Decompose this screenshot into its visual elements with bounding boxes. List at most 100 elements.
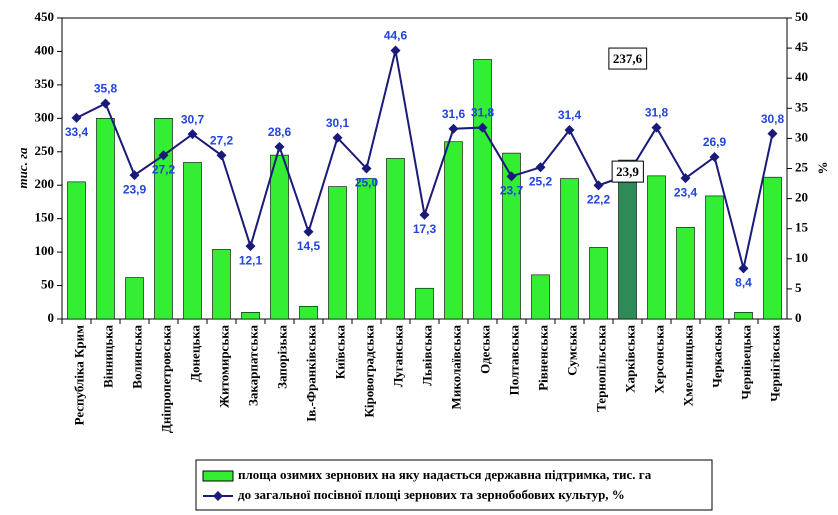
bar [270, 154, 289, 320]
x-tick-label: Черкаська [709, 325, 724, 388]
y2-tick-label: 30 [795, 129, 808, 144]
data-label: 22,2 [587, 193, 611, 207]
x-tick-label: Дніпропетровська [158, 325, 173, 434]
data-label: 28,6 [268, 125, 292, 139]
x-tick-label: Тернопільська [593, 325, 608, 412]
bar [125, 277, 144, 320]
x-tick-label: Вінницька [100, 325, 115, 388]
x-tick-label: Миколаївська [448, 325, 463, 410]
marker [419, 209, 430, 220]
y-axis-label: тис. га [15, 147, 30, 188]
marker [477, 122, 488, 133]
x-tick-label: Сумська [564, 325, 579, 376]
y2-tick-label: 45 [795, 39, 809, 54]
marker [303, 226, 314, 237]
marker [535, 162, 546, 173]
y2-tick-label: 20 [795, 190, 808, 205]
legend-swatch [202, 470, 234, 482]
y-tick-label: 350 [35, 76, 55, 91]
bar [67, 181, 86, 320]
data-label: 23,4 [674, 185, 698, 199]
bar [531, 274, 550, 320]
marker [332, 132, 343, 143]
marker [390, 45, 401, 56]
x-tick-label: Чернігівська [767, 325, 782, 402]
marker [187, 129, 198, 140]
bar [183, 162, 202, 320]
y2-axis-label: % [815, 162, 830, 175]
data-label: 23,9 [616, 164, 639, 179]
bar [241, 312, 260, 320]
marker [651, 122, 662, 133]
legend-label: до загальної посівної площі зернових та … [238, 487, 625, 502]
x-tick-label: Кіровоградська [361, 325, 376, 418]
marker [129, 170, 140, 181]
bar [299, 305, 318, 320]
y2-tick-label: 0 [795, 310, 802, 325]
data-label: 30,8 [761, 112, 785, 126]
data-label: 17,3 [413, 222, 437, 236]
marker [158, 150, 169, 161]
y2-tick-label: 15 [795, 220, 809, 235]
x-tick-label: Полтавська [506, 325, 521, 396]
data-label-box [608, 47, 648, 70]
bar [560, 178, 579, 320]
data-label: 31,6 [442, 107, 466, 121]
bar [444, 141, 463, 320]
x-tick-label: Херсонська [651, 325, 666, 394]
data-label: 35,8 [94, 82, 118, 96]
data-label: 27,2 [152, 162, 176, 176]
x-tick-label: Республіка Крим [71, 325, 86, 426]
data-label: 31,8 [471, 106, 495, 120]
bar [96, 118, 115, 320]
marker [506, 171, 517, 182]
bar [328, 186, 347, 320]
y-tick-label: 400 [35, 42, 55, 57]
y2-tick-label: 50 [795, 9, 808, 24]
marker [680, 173, 691, 184]
y-tick-label: 300 [35, 109, 55, 124]
data-label: 14,5 [297, 239, 321, 253]
data-label: 31,4 [558, 108, 582, 122]
marker [361, 163, 372, 174]
marker [448, 123, 459, 134]
x-tick-label: Рівненська [535, 325, 550, 391]
marker [274, 141, 285, 152]
bar [154, 118, 173, 320]
marker [216, 150, 227, 161]
data-label: 8,4 [735, 276, 752, 290]
x-tick-label: Запорізька [274, 325, 289, 389]
bar [212, 249, 231, 320]
bar [734, 312, 753, 320]
data-label: 30,1 [326, 116, 350, 130]
x-tick-label: Чернівецька [738, 325, 753, 400]
marker [564, 124, 575, 135]
data-label: 23,7 [500, 183, 524, 197]
marker [738, 263, 749, 274]
y2-tick-label: 25 [795, 159, 809, 174]
x-tick-label: Житомирська [216, 325, 231, 408]
x-tick-label: Хмельницька [680, 325, 695, 407]
bar [705, 195, 724, 320]
bar [502, 152, 521, 320]
data-label: 44,6 [384, 29, 408, 43]
y-tick-label: 450 [35, 9, 55, 24]
marker [245, 241, 256, 252]
data-label: 25,2 [529, 174, 553, 188]
x-tick-label: Київська [332, 325, 347, 380]
bar [676, 227, 695, 320]
y-tick-label: 150 [35, 210, 55, 225]
marker [100, 98, 111, 109]
legend-marker [213, 491, 223, 501]
data-label: 26,9 [703, 135, 727, 149]
y2-tick-label: 40 [795, 69, 808, 84]
y-tick-label: 100 [35, 243, 55, 258]
data-label: 33,4 [65, 125, 89, 139]
data-label: 27,2 [210, 133, 234, 147]
x-tick-label: Ів.-Франківська [303, 325, 318, 422]
bar [473, 59, 492, 320]
bar [386, 158, 405, 320]
y2-tick-label: 35 [795, 99, 809, 114]
data-label: 23,9 [123, 182, 147, 196]
